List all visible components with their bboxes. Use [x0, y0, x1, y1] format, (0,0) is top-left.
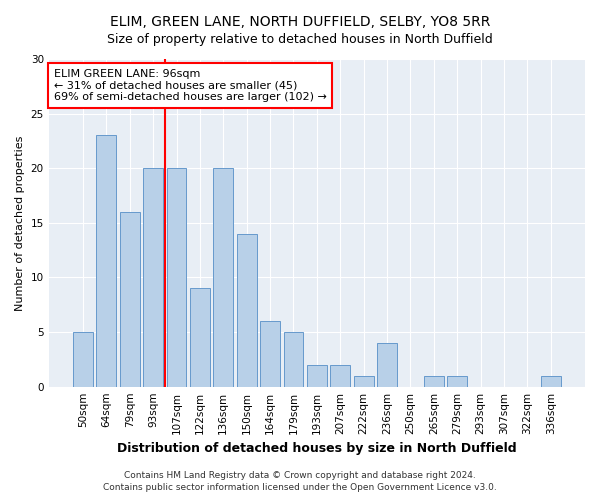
Bar — [353, 376, 374, 386]
Bar — [120, 212, 140, 386]
Bar — [447, 376, 467, 386]
Bar — [541, 376, 560, 386]
Text: ELIM, GREEN LANE, NORTH DUFFIELD, SELBY, YO8 5RR: ELIM, GREEN LANE, NORTH DUFFIELD, SELBY,… — [110, 15, 490, 29]
Bar — [330, 365, 350, 386]
Bar — [190, 288, 210, 386]
X-axis label: Distribution of detached houses by size in North Duffield: Distribution of detached houses by size … — [117, 442, 517, 455]
Bar — [377, 343, 397, 386]
Bar — [167, 168, 187, 386]
Bar — [260, 321, 280, 386]
Bar — [143, 168, 163, 386]
Bar — [237, 234, 257, 386]
Bar — [97, 136, 116, 386]
Bar — [214, 168, 233, 386]
Bar — [307, 365, 327, 386]
Bar — [424, 376, 443, 386]
Text: Size of property relative to detached houses in North Duffield: Size of property relative to detached ho… — [107, 32, 493, 46]
Text: Contains HM Land Registry data © Crown copyright and database right 2024.
Contai: Contains HM Land Registry data © Crown c… — [103, 471, 497, 492]
Bar — [73, 332, 93, 386]
Text: ELIM GREEN LANE: 96sqm
← 31% of detached houses are smaller (45)
69% of semi-det: ELIM GREEN LANE: 96sqm ← 31% of detached… — [54, 69, 327, 102]
Y-axis label: Number of detached properties: Number of detached properties — [15, 135, 25, 310]
Bar — [284, 332, 304, 386]
